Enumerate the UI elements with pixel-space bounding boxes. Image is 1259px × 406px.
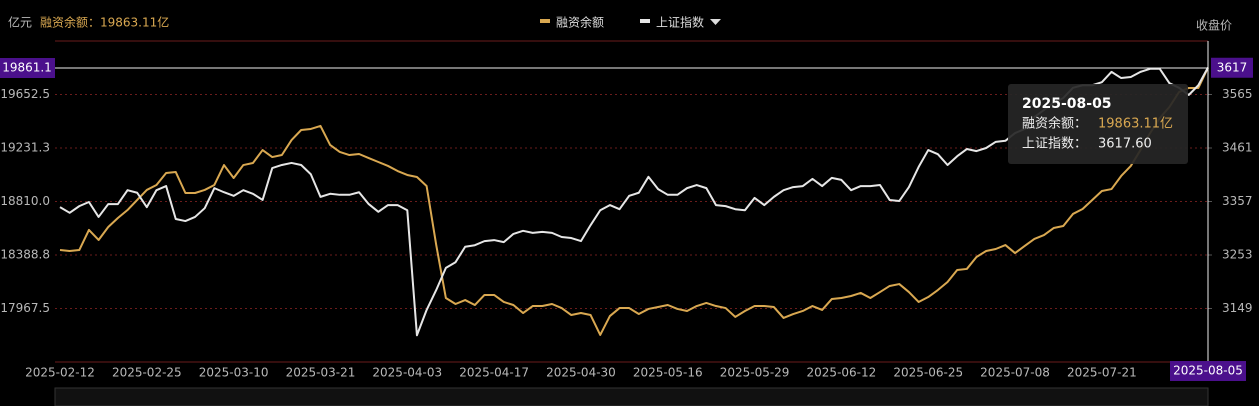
tooltip-name: 融资余额： [1022, 116, 1087, 132]
y-tick-label: 18388.8 [0, 248, 50, 262]
pointer-label-box [1170, 361, 1246, 381]
y2-tick-label: 3357 [1222, 194, 1253, 208]
x-tick-label: 2025-07-21 [1067, 366, 1137, 380]
series-line [59, 67, 1209, 336]
pointer-label-box [0, 58, 55, 79]
x-tick-label: 2025-06-25 [893, 366, 963, 380]
tooltip-box [1008, 84, 1188, 164]
zoom-slider[interactable] [54, 387, 1209, 406]
x-tick-label: 2025-05-16 [633, 366, 703, 380]
y2-tick-label: 3461 [1222, 141, 1253, 155]
y-unit: 亿元 [8, 15, 32, 30]
y-tick-label: 18810.0 [0, 194, 50, 208]
x-tick-label: 2025-02-25 [112, 366, 182, 380]
x-tick-label: 2025-07-08 [980, 366, 1050, 380]
x-tick-label: 2025-05-29 [720, 366, 790, 380]
x-tick-label: 2025-04-17 [459, 366, 529, 380]
y2-title: 收盘价 [1196, 18, 1232, 33]
y-tick-label: 19231.3 [0, 141, 50, 155]
header-value: 融资余额：19863.11亿 [40, 15, 169, 30]
legend-label: 上证指数 [656, 15, 704, 30]
legend-swatch [640, 19, 650, 23]
legend-dropdown[interactable] [710, 19, 721, 25]
x-tick-label: 2025-04-03 [372, 366, 442, 380]
y2-tick-label: 3565 [1222, 87, 1253, 101]
pointer-x-label: 2025-08-05 [1173, 364, 1243, 378]
tooltip-title: 2025-08-05 [1022, 96, 1112, 112]
pointer-y2-label: 3617 [1217, 60, 1248, 74]
tooltip-value: 19863.11亿 [1098, 117, 1173, 132]
y2-tick-label: 3253 [1222, 248, 1253, 262]
x-tick-label: 2025-06-12 [807, 366, 877, 380]
pointer-label-box [1211, 57, 1253, 78]
tooltip-value: 3617.60 [1098, 137, 1152, 152]
legend-label: 融资余额 [556, 15, 604, 30]
x-tick-label: 2025-04-30 [546, 366, 616, 380]
x-tick-label: 2025-03-21 [286, 366, 356, 380]
x-tick-label: 2025-03-10 [199, 366, 269, 380]
x-tick-label: 2025-02-12 [25, 366, 95, 380]
tooltip-name: 上证指数： [1022, 137, 1087, 152]
y2-tick-label: 3149 [1222, 301, 1253, 315]
legend-swatch [540, 19, 550, 23]
pointer-y-label: 19861.1 [2, 61, 52, 75]
y-tick-label: 17967.5 [0, 301, 50, 315]
y-tick-label: 19652.5 [0, 87, 50, 101]
